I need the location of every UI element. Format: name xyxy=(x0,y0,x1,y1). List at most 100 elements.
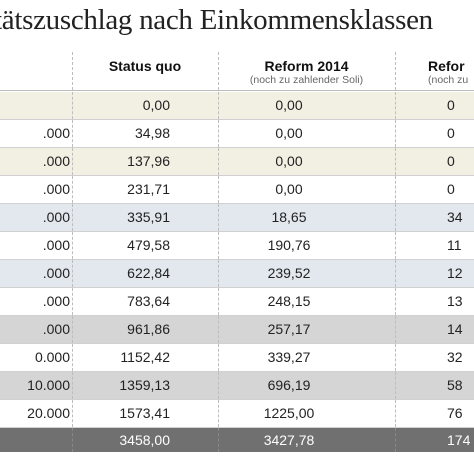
column-header-label: Status quo xyxy=(108,58,182,74)
table-title: tätszuschlag nach Einkommensklassen xyxy=(0,4,433,36)
table-row: .000 335,91 18,65 34 xyxy=(0,204,474,232)
status-quo-cell: 1359,13 xyxy=(119,377,170,393)
header-divider xyxy=(0,90,474,91)
column-header-sublabel: (noch zu xyxy=(428,74,469,86)
column-divider xyxy=(218,176,219,203)
column-divider xyxy=(395,288,396,315)
reform-2014-cell: 248,15 xyxy=(267,293,311,309)
column-divider xyxy=(72,372,73,399)
reform-2014-cell: 18,65 xyxy=(271,209,307,225)
column-header-status-quo: Status quo xyxy=(72,58,218,90)
income-class-cell: .000 xyxy=(42,209,70,225)
column-divider xyxy=(218,232,219,259)
column-divider xyxy=(395,204,396,231)
status-quo-cell: 783,64 xyxy=(127,293,170,309)
column-divider xyxy=(395,344,396,371)
column-divider xyxy=(218,372,219,399)
income-class-cell: .000 xyxy=(42,265,70,281)
table-row: 10.000 1359,13 696,19 58 xyxy=(0,372,474,400)
column-divider xyxy=(72,232,73,259)
column-divider xyxy=(72,400,73,427)
income-class-cell: .000 xyxy=(42,321,70,337)
reform-partial-cell: 76 xyxy=(447,405,463,421)
table-row: .000 961,86 257,17 14 xyxy=(0,316,474,344)
column-divider xyxy=(72,316,73,343)
column-header-reform-partial: Refor (noch zu xyxy=(428,58,474,90)
table-row: 0,00 0,00 0 xyxy=(0,92,474,120)
status-quo-cell: 1573,41 xyxy=(119,405,170,421)
reform-2014-cell: 239,52 xyxy=(267,265,311,281)
column-divider xyxy=(218,316,219,343)
reform-partial-cell: 14 xyxy=(447,321,463,337)
reform-partial-cell: 0 xyxy=(447,125,455,141)
status-quo-cell: 479,58 xyxy=(127,237,170,253)
column-divider xyxy=(218,288,219,315)
column-divider xyxy=(72,176,73,203)
column-divider xyxy=(395,260,396,287)
column-header-sublabel: (noch zu zahlender Soli) xyxy=(249,74,364,86)
data-table: 0,00 0,00 0.000 34,98 0,00 0.000 137,96 0,00 0.0… xyxy=(0,92,474,452)
income-class-cell: 20.000 xyxy=(27,405,70,421)
column-divider xyxy=(395,120,396,147)
column-divider xyxy=(72,288,73,315)
column-divider xyxy=(72,120,73,147)
column-divider xyxy=(395,372,396,399)
table-row: .000 783,64 248,15 13 xyxy=(0,288,474,316)
status-quo-cell: 34,98 xyxy=(134,125,170,141)
reform-2014-cell: 1225,00 xyxy=(263,405,315,421)
status-quo-cell: 137,96 xyxy=(127,153,170,169)
reform-partial-cell: 34 xyxy=(447,209,463,225)
income-class-cell: .000 xyxy=(42,181,70,197)
column-divider xyxy=(72,148,73,175)
column-divider xyxy=(72,204,73,231)
column-divider xyxy=(218,428,219,452)
status-quo-cell: 0,00 xyxy=(142,97,170,113)
column-divider xyxy=(72,344,73,371)
table-row: .000 34,98 0,00 0 xyxy=(0,120,474,148)
reform-partial-cell: 174 xyxy=(447,432,471,448)
column-divider xyxy=(72,260,73,287)
column-divider xyxy=(72,428,73,452)
column-header-label: Refor xyxy=(428,58,465,74)
income-class-cell: 10.000 xyxy=(27,377,70,393)
column-divider xyxy=(218,344,219,371)
column-divider xyxy=(218,92,219,119)
status-quo-cell: 3458,00 xyxy=(119,432,170,448)
table-row-total: 3458,00 3427,78 174 xyxy=(0,428,474,452)
income-class-cell xyxy=(0,428,70,452)
column-divider xyxy=(395,400,396,427)
column-divider xyxy=(395,148,396,175)
reform-2014-cell: 0,00 xyxy=(275,153,303,169)
status-quo-cell: 231,71 xyxy=(127,181,170,197)
reform-2014-cell: 3427,78 xyxy=(263,432,315,448)
column-divider xyxy=(72,92,73,119)
reform-2014-cell: 0,00 xyxy=(275,181,303,197)
table-row: .000 479,58 190,76 11 xyxy=(0,232,474,260)
income-class-cell xyxy=(0,92,70,119)
table-row: .000 137,96 0,00 0 xyxy=(0,148,474,176)
status-quo-cell: 335,91 xyxy=(127,209,170,225)
table-row: .000 622,84 239,52 12 xyxy=(0,260,474,288)
column-divider xyxy=(395,316,396,343)
reform-partial-cell: 0 xyxy=(447,97,455,113)
reform-2014-cell: 257,17 xyxy=(267,321,311,337)
table-row: 0.000 1152,42 339,27 32 xyxy=(0,344,474,372)
table-row: 20.000 1573,41 1225,00 76 xyxy=(0,400,474,428)
income-class-cell: .000 xyxy=(42,237,70,253)
reform-partial-cell: 58 xyxy=(447,377,463,393)
reform-partial-cell: 32 xyxy=(447,349,463,365)
column-divider xyxy=(218,52,219,90)
reform-partial-cell: 11 xyxy=(447,237,462,253)
reform-2014-cell: 190,76 xyxy=(267,237,311,253)
income-class-cell: .000 xyxy=(42,293,70,309)
reform-2014-cell: 696,19 xyxy=(267,377,311,393)
column-header-reform-2014: Reform 2014 (noch zu zahlender Soli) xyxy=(218,58,395,90)
reform-partial-cell: 0 xyxy=(447,153,455,169)
reform-partial-cell: 13 xyxy=(447,293,463,309)
income-class-cell: 0.000 xyxy=(34,349,70,365)
income-class-cell: .000 xyxy=(42,125,70,141)
column-divider xyxy=(395,52,396,90)
column-divider xyxy=(395,92,396,119)
reform-2014-cell: 0,00 xyxy=(275,97,303,113)
status-quo-cell: 961,86 xyxy=(127,321,170,337)
